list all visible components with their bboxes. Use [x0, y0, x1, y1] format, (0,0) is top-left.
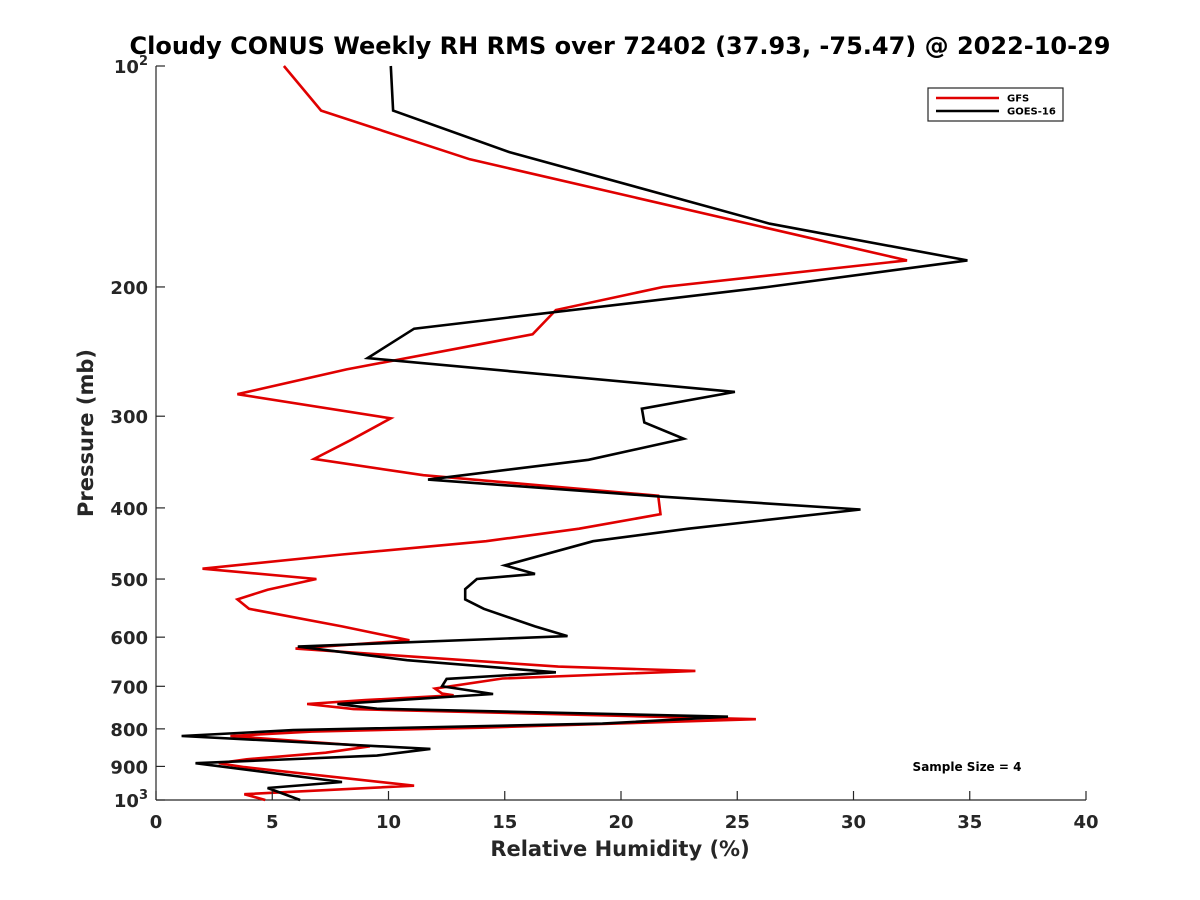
series-line-goes-16 [181, 65, 968, 802]
y-tick-label: 102 [114, 54, 148, 78]
y-tick-label: 700 [110, 677, 148, 698]
x-tick-label: 0 [150, 812, 163, 833]
legend-label: GFS [1007, 94, 1029, 105]
x-tick-label: 35 [957, 812, 982, 833]
y-tick-label: 600 [110, 628, 148, 649]
legend-box [927, 87, 1064, 122]
y-tick-label: 200 [110, 278, 148, 299]
x-axis-label: Relative Humidity (%) [490, 837, 749, 861]
legend: GFS GOES-16 [927, 87, 1064, 122]
x-tick-label: 25 [725, 812, 750, 833]
x-tick-label: 10 [376, 812, 401, 833]
x-tick-label: 15 [492, 812, 517, 833]
legend-label: GOES-16 [1007, 107, 1056, 118]
y-tick-label: 500 [110, 570, 148, 591]
y-axis-ticks: 102 200 300 400 500 600 700 800 900 103 [110, 54, 165, 812]
y-tick-label: 400 [110, 499, 148, 520]
y-tick-label: 103 [114, 788, 148, 812]
x-tick-label: 20 [608, 812, 633, 833]
sample-size-annotation: Sample Size = 4 [913, 760, 1022, 774]
y-axis-label: Pressure (mb) [74, 349, 98, 517]
x-tick-label: 40 [1073, 812, 1098, 833]
y-tick-label: 800 [110, 720, 148, 741]
y-tick-label: 300 [110, 407, 148, 428]
chart-title: Cloudy CONUS Weekly RH RMS over 72402 (3… [130, 32, 1111, 60]
series-line-gfs [202, 65, 908, 802]
y-tick-label: 900 [110, 757, 148, 778]
x-axis-ticks: 0 5 10 15 20 25 30 35 40 [150, 791, 1099, 833]
x-tick-label: 5 [266, 812, 279, 833]
x-tick-label: 30 [841, 812, 866, 833]
plot-area [155, 65, 1086, 802]
